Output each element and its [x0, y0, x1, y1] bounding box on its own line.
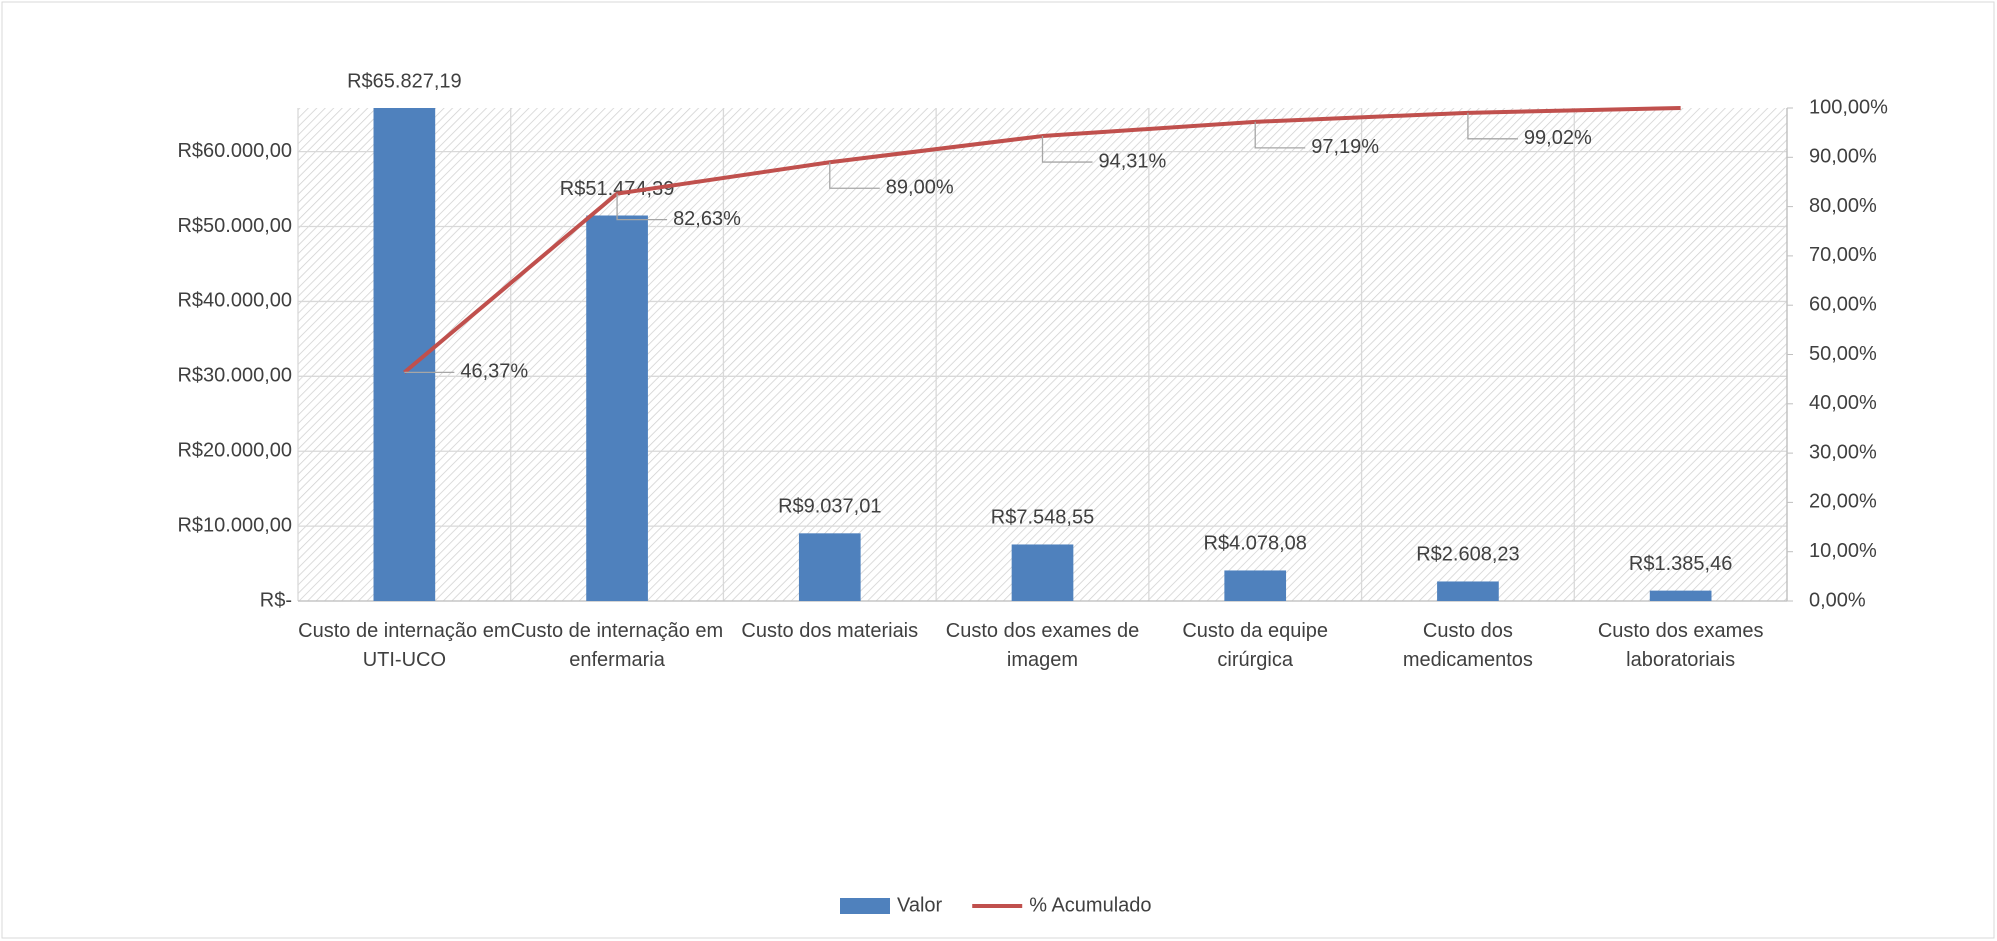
leader-line [616, 193, 668, 221]
y-tick-label: R$60.000,00 [177, 140, 292, 162]
bar-value-label: R$9.037,01 [778, 496, 881, 518]
y2-tick-label: 0,00% [1809, 589, 1866, 611]
leader-line [829, 162, 880, 189]
bar [1649, 590, 1712, 601]
legend-label: Valor [897, 894, 943, 916]
y2-tick-label: 100,00% [1809, 96, 1888, 118]
y2-tick-label: 20,00% [1809, 491, 1877, 513]
y2-tick-label: 40,00% [1809, 392, 1877, 414]
bar [798, 533, 861, 601]
y-tick-label: R$20.000,00 [177, 439, 292, 461]
x-tick-label: Custo dos exames laboratoriais [1597, 620, 1764, 671]
x-tick-label: Custo dos exames de imagem [945, 620, 1140, 671]
line-value-label: 89,00% [886, 177, 954, 199]
leader-line [1041, 136, 1093, 163]
line-value-label: 99,02% [1524, 127, 1592, 149]
y2-tick-label: 50,00% [1809, 343, 1877, 365]
y2-tick-label: 90,00% [1809, 146, 1877, 168]
line-value-label: 82,63% [673, 208, 741, 230]
bar-value-label: R$51.474,39 [560, 178, 675, 200]
y2-tick-label: 10,00% [1809, 540, 1877, 562]
bar-value-label: R$4.078,08 [1204, 533, 1307, 555]
y2-tick-label: 70,00% [1809, 244, 1877, 266]
y-tick-label: R$40.000,00 [177, 290, 292, 312]
x-tick-label: Custo dos medicamentos [1402, 620, 1533, 671]
leader-line [1254, 121, 1306, 149]
bar-value-label: R$7.548,55 [991, 507, 1094, 529]
bar [1224, 570, 1287, 601]
legend-swatch [840, 898, 890, 914]
y2-tick-label: 30,00% [1809, 441, 1877, 463]
bar [586, 215, 648, 601]
y-tick-label: R$30.000,00 [177, 365, 292, 387]
x-tick-label: Custo dos materiais [741, 620, 919, 642]
y-tick-label: R$50.000,00 [177, 215, 292, 237]
y-tick-label: R$10.000,00 [177, 514, 292, 536]
x-tick-label: Custo de internação em UTI-UCO [298, 620, 511, 671]
bar-value-label: R$1.385,46 [1629, 553, 1732, 575]
legend-label: % Acumulado [1029, 894, 1151, 916]
y2-tick-label: 80,00% [1809, 195, 1877, 217]
line-value-label: 46,37% [460, 361, 528, 383]
leader-line [1467, 112, 1518, 140]
x-tick-label: Custo da equipe cirúrgica [1182, 620, 1329, 671]
line-value-label: 94,31% [1099, 150, 1167, 172]
plot-area [298, 108, 1787, 601]
y-tick-label: R$- [260, 589, 292, 611]
y2-tick-label: 60,00% [1809, 293, 1877, 315]
bar [1437, 581, 1499, 601]
bar-value-label: R$65.827,19 [347, 70, 462, 92]
x-tick-label: Custo de internação em enfermaria [510, 620, 724, 671]
bar-value-label: R$2.608,23 [1416, 544, 1519, 566]
bar [1011, 544, 1074, 601]
line-value-label: 97,19% [1311, 136, 1379, 158]
